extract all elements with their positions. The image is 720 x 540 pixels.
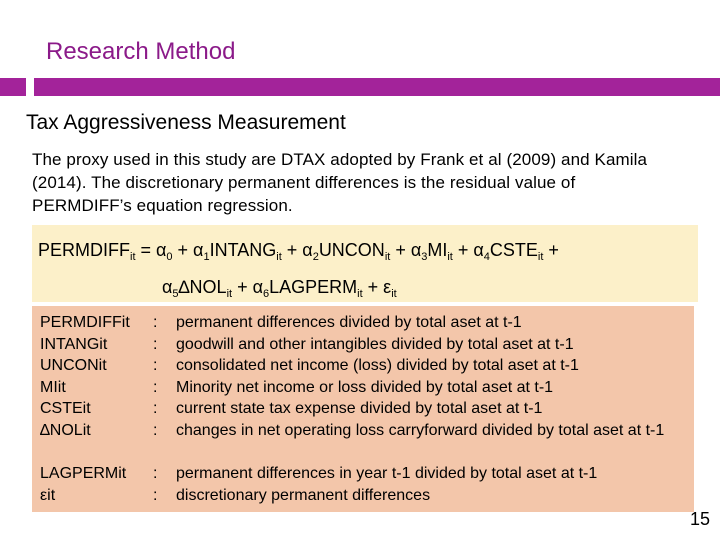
- definitions-box: [32, 306, 694, 512]
- definition-term: UNCONit: [40, 357, 107, 375]
- section-subtitle: Tax Aggressiveness Measurement: [26, 111, 346, 134]
- intro-paragraph: The proxy used in this study are DTAX ad…: [32, 150, 648, 215]
- definition-term: MIit: [40, 378, 66, 396]
- header-bar: [0, 78, 720, 96]
- equation-line-1: PERMDIFFit = α0 + α1INTANGit + α2UNCONit…: [38, 240, 559, 263]
- definition-colon: :: [153, 314, 158, 331]
- definition-colon: :: [153, 486, 158, 504]
- definition-description: current state tax expense divided by tot…: [176, 400, 543, 418]
- definition-colon: :: [153, 357, 158, 375]
- definition-description: Minority net income or loss divided by t…: [176, 378, 554, 396]
- definition-description: goodwill and other intangibles divided b…: [176, 335, 574, 353]
- definition-term: PERMDIFFit: [40, 314, 130, 331]
- definition-term: LAGPERMit: [40, 465, 127, 483]
- definition-colon: :: [153, 378, 158, 396]
- definition-colon: :: [153, 421, 158, 439]
- definition-description: permanent differences in year t-1 divide…: [176, 465, 598, 483]
- equation-line-2: α5∆NOLit + α6LAGPERMit + εit: [162, 277, 397, 300]
- definition-term: CSTEit: [40, 400, 91, 418]
- slide-title: Research Method: [46, 38, 236, 65]
- definition-description: discretionary permanent differences: [176, 486, 431, 504]
- definition-term: ∆NOLit: [40, 421, 91, 439]
- definition-term: INTANGit: [40, 335, 108, 353]
- page-number: 15: [690, 509, 711, 529]
- equation-box: [32, 225, 698, 302]
- definition-term: εit: [40, 486, 56, 504]
- definition-colon: :: [153, 335, 158, 353]
- header-bar-gap: [26, 78, 34, 96]
- definition-colon: :: [153, 400, 158, 418]
- definition-colon: :: [153, 465, 158, 483]
- definition-description: changes in net operating loss carryforwa…: [176, 421, 665, 439]
- definition-description: consolidated net income (loss) divided b…: [176, 357, 579, 375]
- definition-description: permanent differences divided by total a…: [176, 314, 522, 331]
